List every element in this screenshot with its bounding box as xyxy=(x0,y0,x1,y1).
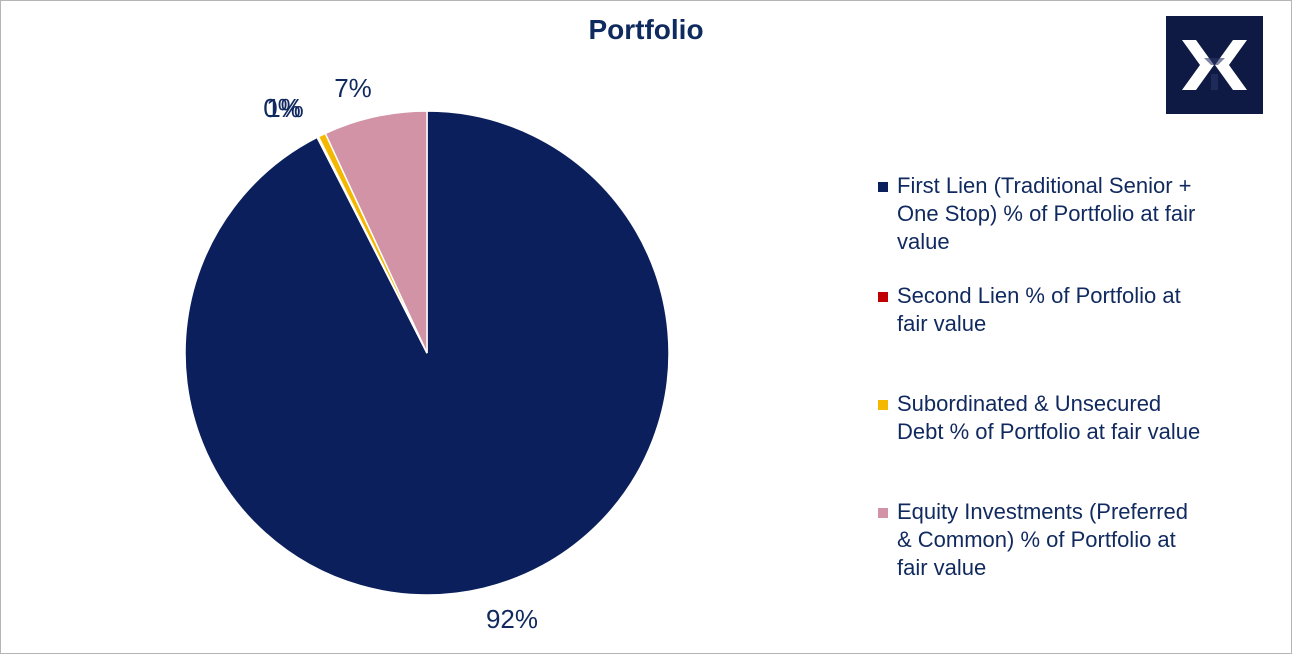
slice-data-label-1: 92% xyxy=(486,604,538,634)
chart-title: Portfolio xyxy=(588,14,704,45)
legend-label: Equity Investments (Preferred & Common) … xyxy=(897,499,1189,580)
legend-label: Second Lien % of Portfolio at fair value xyxy=(897,283,1181,336)
slice-data-label-3: 1% xyxy=(266,93,304,123)
legend-swatch xyxy=(878,508,888,518)
x-logo-icon xyxy=(1166,16,1263,114)
pie-slice-4 xyxy=(324,110,428,354)
legend-label: First Lien (Traditional Senior + One Sto… xyxy=(897,173,1196,254)
legend-label: Subordinated & Unsecured Debt % of Portf… xyxy=(897,391,1201,444)
slice-data-label-2: 0% xyxy=(263,93,301,123)
legend-swatch xyxy=(878,182,888,192)
legend-swatch xyxy=(878,292,888,302)
legend-swatch xyxy=(878,400,888,410)
slice-data-label-4: 7% xyxy=(334,73,372,103)
